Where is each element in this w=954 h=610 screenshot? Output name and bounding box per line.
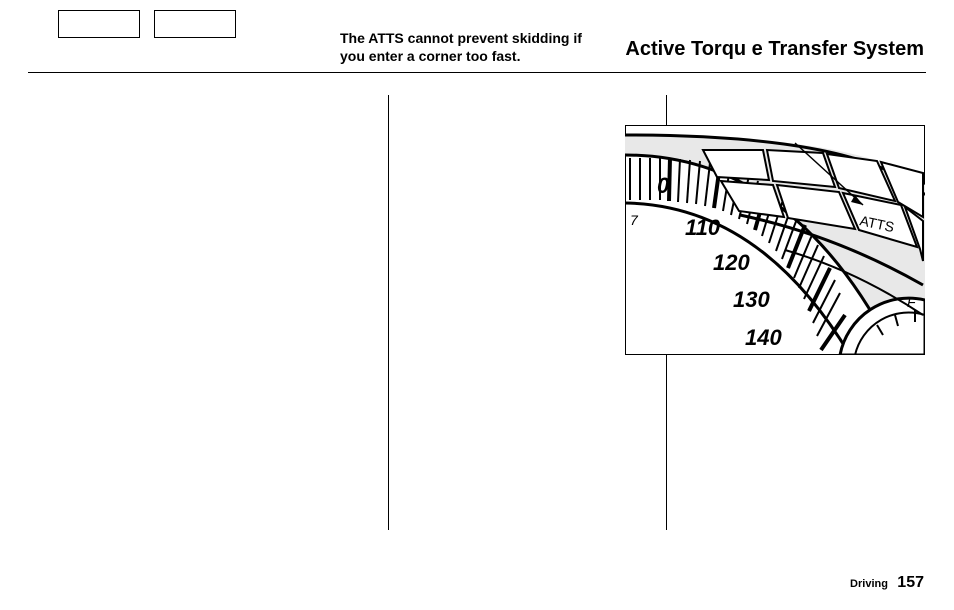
svg-text:130: 130 <box>733 287 770 312</box>
page-footer: Driving 157 <box>850 574 924 592</box>
nav-box-2[interactable] <box>154 10 236 38</box>
atts-warning-text: The ATTS cannot prevent skidding if you … <box>340 30 600 65</box>
header-rule <box>28 72 926 73</box>
svg-text:140: 140 <box>745 325 782 350</box>
top-nav-boxes <box>58 10 236 38</box>
svg-text:110: 110 <box>685 215 721 240</box>
footer-section: Driving <box>850 578 888 590</box>
dashboard-figure: 0 7 110 120 130 140 ATTS <box>625 125 925 355</box>
speed-top-partial: 0 <box>657 173 670 198</box>
footer-page-number: 157 <box>897 574 924 591</box>
svg-text:120: 120 <box>713 250 750 275</box>
page-title: Active Torqu e Transfer System <box>625 38 924 61</box>
nav-box-1[interactable] <box>58 10 140 38</box>
column-divider-1 <box>388 95 389 530</box>
svg-text:7: 7 <box>630 212 639 228</box>
